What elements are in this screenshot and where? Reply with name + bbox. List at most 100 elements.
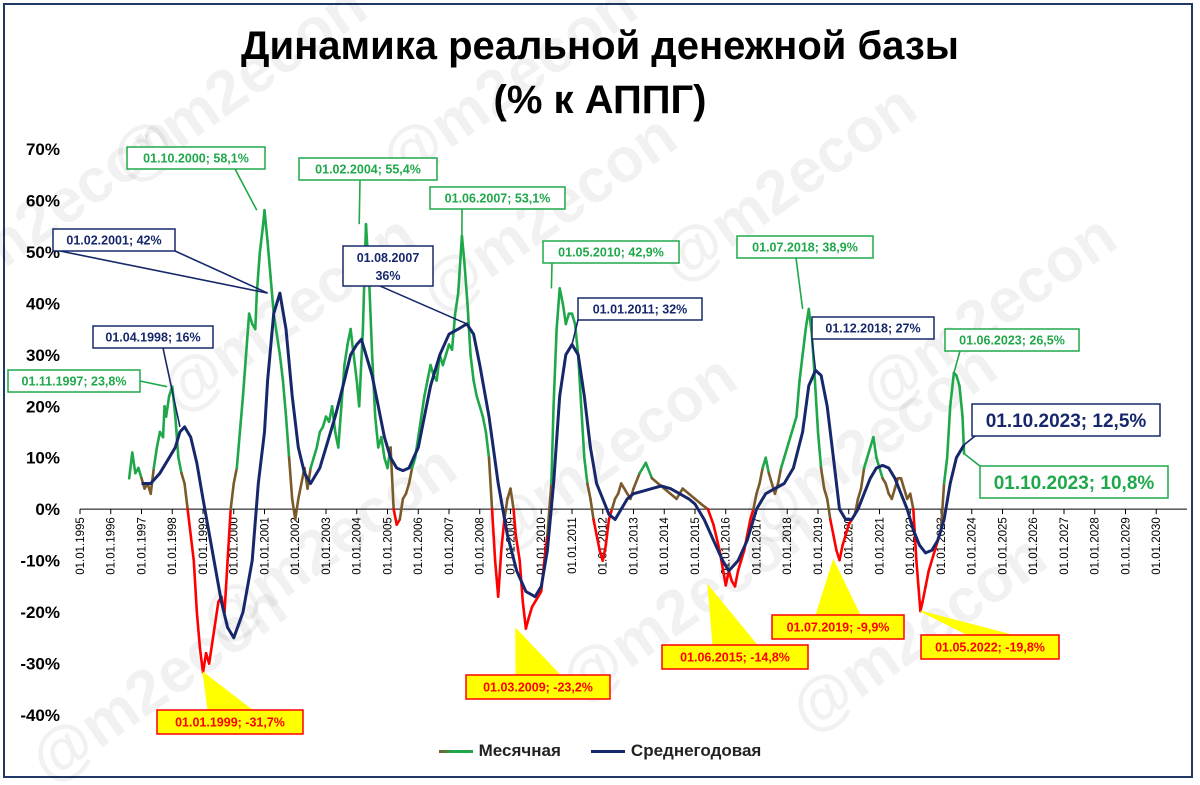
x-tick-label: 01.01.2001 [260,517,272,575]
monthly-segment [792,415,798,429]
average-line [141,291,966,640]
monthly-segment [201,651,208,674]
callout-box [92,325,214,349]
monthly-segment [499,518,506,552]
monthly-segment [543,533,549,562]
callout-leader [811,338,817,371]
monthly-segment [930,549,937,562]
monthly-segment [552,327,558,408]
monthly-segment [550,404,555,485]
monthly-segment [706,507,715,526]
monthly-segment [638,461,648,475]
monthly-segment [130,451,137,475]
callout-leader [162,347,181,428]
x-tick-label: 01.01.2026 [1028,517,1040,575]
monthly-segment [693,497,703,506]
callout-label: 01.07.2019; -9,9% [787,621,890,635]
y-tick-label: 50% [26,243,60,262]
monthly-segment [825,497,832,521]
monthly-segment [373,415,380,449]
x-tick-label: 01.01.2002 [290,517,302,575]
monthly-segment [456,234,464,295]
monthly-segment [490,507,497,562]
x-tick-label: 01.01.2011 [567,517,579,574]
monthly-segment [275,332,282,357]
monthly-segment [281,379,288,418]
monthly-segment [832,533,838,552]
annotation-max: 01.07.2018; 38,9% [736,235,874,310]
monthly-segment [752,492,758,511]
annotation-min: 01.03.2009; -23,2% [465,627,611,700]
callout-leader [174,250,268,294]
monthly-segment [558,287,565,305]
monthly-segment [595,533,601,552]
monthly-segment [902,487,909,501]
callout-box [971,403,1161,437]
monthly-segment [948,371,956,408]
callout-label: 01.08.2007 [357,251,420,265]
monthly-segment [195,610,202,650]
monthly-segment [958,384,964,418]
x-tick-label: 01.01.2025 [998,517,1010,575]
monthly-segment [739,549,746,562]
monthly-segment [856,487,863,501]
monthly-segment [764,456,771,475]
annotation-avg: 01.04.1998; 16% [92,325,214,428]
y-tick-label: -20% [20,603,60,622]
annotation-min: 01.05.2022; -19,8% [920,610,1060,660]
annotation-min: 01.06.2015; -14,8% [661,583,809,670]
x-tick-label: 01.01.2015 [690,517,702,575]
monthly-segment [841,533,847,547]
y-tick-label: 20% [26,397,60,416]
monthly-segment [644,461,654,480]
callout-box [342,245,434,287]
monthly-segment [816,430,823,470]
monthly-segment [247,312,254,326]
annotation-max: 01.11.1997; 23,8% [7,369,168,393]
monthly-segment [460,234,466,264]
callout-label: 01.05.2022; -19,8% [935,641,1045,655]
monthly-segment [669,492,678,501]
annotation-max: 01.06.2023; 26,5% [944,328,1080,374]
legend-label-average: Среднегодовая [630,741,762,760]
monthly-segment [736,559,743,573]
monthly-segment [884,482,891,496]
monthly-segment [579,404,586,460]
monthly-segment [733,569,740,588]
monthly-segment [186,507,192,537]
monthly-segment [416,415,423,439]
monthly-segment [699,502,710,511]
monthly-segment [315,430,322,449]
callout-label: 01.12.2018; 27% [825,322,920,336]
legend-item-average: Среднегодовая [590,741,762,761]
x-tick-label: 01.01.2007 [444,517,456,575]
monthly-segment [180,471,186,485]
y-tick-label: 60% [26,191,60,210]
callout-box [920,634,1060,660]
monthly-segment [610,497,617,511]
monthly-segment [616,482,623,496]
x-tick-label: 01.01.2021 [875,517,887,575]
monthly-segment [235,430,242,470]
monthly-segment [908,492,915,511]
monthly-segment [782,446,789,460]
x-tick-label: 01.01.2018 [782,517,794,575]
monthly-segment [284,415,291,460]
monthly-segment [915,559,922,613]
monthly-segment [859,466,866,490]
monthly-segment [410,456,417,470]
monthly-segment [232,466,239,485]
x-tick-label: 01.01.1996 [106,517,118,575]
monthly-segment [755,482,761,496]
annotation-min: 01.07.2019; -9,9% [771,558,905,640]
monthly-segment [939,482,946,532]
monthly-segment [155,430,162,449]
y-tick-label: 30% [26,346,60,365]
callout-label: 01.06.2007; 53,1% [445,192,551,206]
legend-label-monthly: Месячная [478,741,561,760]
monthly-segment [287,456,294,501]
x-tick-label: 01.01.2008 [475,517,487,575]
monthly-segment [942,456,949,485]
monthly-segment [484,430,491,460]
monthly-segment [398,497,405,521]
